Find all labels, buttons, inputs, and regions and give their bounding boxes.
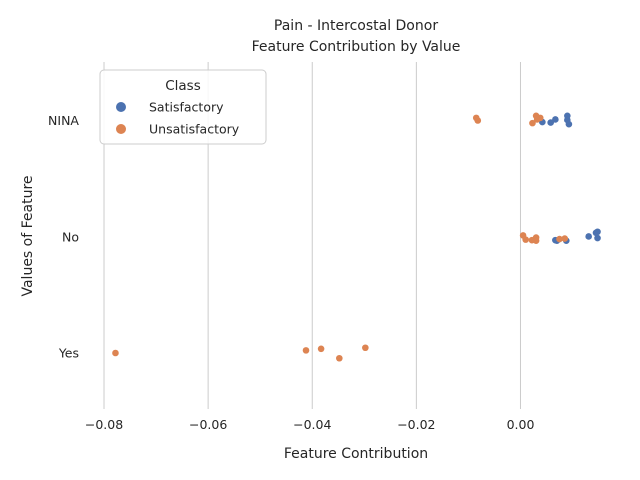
x-tick-label: 0.00 bbox=[507, 417, 535, 432]
data-point-satisfactory bbox=[592, 229, 600, 237]
data-point-unsatisfactory bbox=[302, 347, 310, 354]
data-point-satisfactory bbox=[565, 120, 573, 128]
data-point-unsatisfactory bbox=[317, 345, 325, 353]
x-tick-label: −0.04 bbox=[293, 417, 331, 432]
data-point-unsatisfactory bbox=[474, 117, 482, 124]
data-point-satisfactory bbox=[594, 234, 601, 242]
data-point-unsatisfactory bbox=[112, 349, 119, 357]
chart-title: Pain - Intercostal Donor bbox=[274, 18, 438, 34]
y-axis-label: Values of Feature bbox=[20, 175, 36, 296]
data-point-unsatisfactory bbox=[362, 344, 369, 352]
chart-subtitle: Feature Contribution by Value bbox=[252, 39, 461, 55]
legend-marker-unsatisfactory bbox=[116, 124, 126, 134]
data-point-satisfactory bbox=[552, 116, 559, 123]
data-point-satisfactory bbox=[547, 119, 554, 126]
data-point-unsatisfactory bbox=[556, 235, 563, 243]
data-point-unsatisfactory bbox=[533, 116, 541, 123]
data-point-unsatisfactory bbox=[529, 119, 536, 127]
legend: Class Satisfactory Unsatisfactory bbox=[99, 69, 267, 145]
legend-box bbox=[99, 69, 267, 145]
y-tick-label: NINA bbox=[48, 113, 79, 128]
data-point-unsatisfactory bbox=[522, 236, 529, 243]
x-ticks: −0.08 −0.06 −0.04 −0.02 0.00 bbox=[85, 417, 535, 432]
data-point-unsatisfactory bbox=[561, 235, 569, 242]
legend-label-unsatisfactory: Unsatisfactory bbox=[149, 122, 240, 137]
legend-title: Class bbox=[165, 78, 201, 94]
data-point-unsatisfactory bbox=[532, 237, 540, 244]
data-point-unsatisfactory bbox=[336, 354, 343, 362]
points bbox=[112, 112, 601, 362]
data-point-satisfactory bbox=[585, 233, 592, 240]
legend-marker-satisfactory bbox=[116, 102, 126, 112]
legend-label-satisfactory: Satisfactory bbox=[149, 100, 224, 115]
y-tick-label: No bbox=[62, 230, 79, 245]
x-axis-label: Feature Contribution bbox=[284, 446, 428, 462]
x-tick-label: −0.06 bbox=[189, 417, 227, 432]
x-tick-label: −0.02 bbox=[397, 417, 435, 432]
y-ticks: NINA No Yes bbox=[48, 113, 79, 361]
y-tick-label: Yes bbox=[58, 346, 79, 361]
x-tick-label: −0.08 bbox=[85, 417, 123, 432]
